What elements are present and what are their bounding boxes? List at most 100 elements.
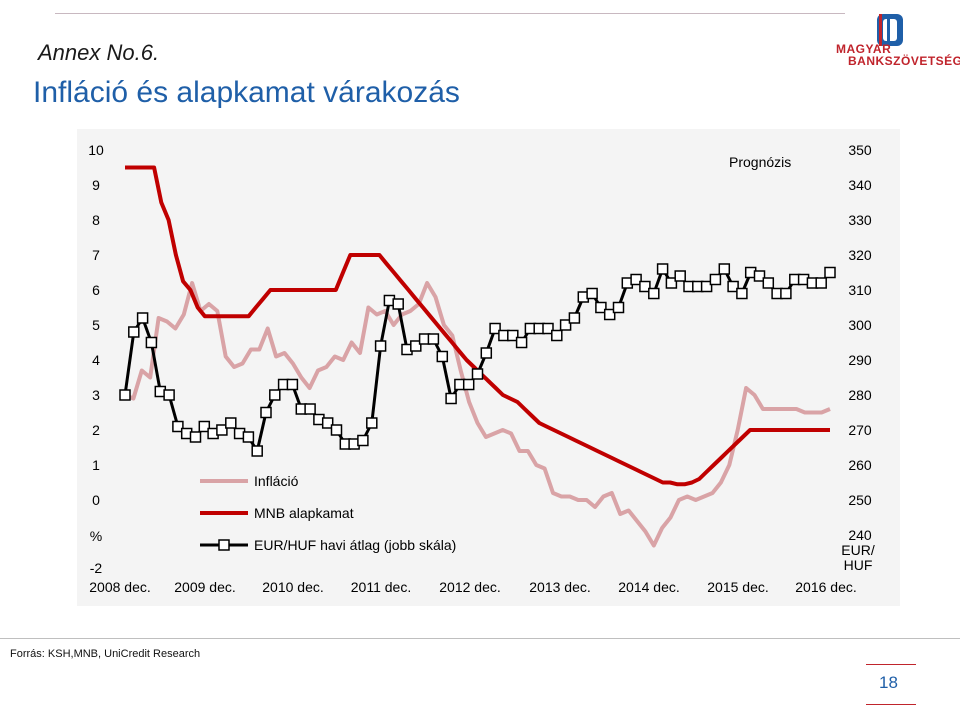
eurhuf-marker xyxy=(507,329,519,342)
bank-association-logo-icon xyxy=(877,14,903,46)
eurhuf-marker xyxy=(242,431,255,443)
x-tick-label: 2015 dec. xyxy=(707,579,769,595)
right-tick-label: 280 xyxy=(848,387,872,403)
eurhuf-marker xyxy=(709,273,722,286)
right-tick-label: 340 xyxy=(848,177,872,193)
left-tick-label: -2 xyxy=(90,560,103,576)
chart-legend: Infláció MNB alapkamat EUR/HUF havi átlag … xyxy=(200,473,456,553)
eurhuf-marker xyxy=(586,287,598,300)
eurhuf-marker xyxy=(462,378,475,391)
legend-label: EUR/HUF havi átlag (jobb skála) xyxy=(254,537,456,553)
legend-label: MNB alapkamat xyxy=(254,505,354,521)
logo-text-line2: BANKSZÖVETSÉG xyxy=(848,54,960,68)
eurhuf-marker xyxy=(330,424,343,436)
left-tick-label: 1 xyxy=(92,457,100,473)
eurhuf-marker xyxy=(436,350,449,363)
eurhuf-marker xyxy=(480,347,493,359)
eurhuf-marker xyxy=(136,312,149,324)
x-tick-label: 2010 dec. xyxy=(262,579,324,595)
eurhuf-marker xyxy=(427,333,440,345)
x-tick-label: 2008 dec. xyxy=(89,579,151,595)
eurhuf-marker xyxy=(736,287,748,300)
eurhuf-marker xyxy=(665,277,678,289)
prognosis-annotation: Prognózis xyxy=(729,154,791,170)
series-layer xyxy=(119,165,836,548)
eurhuf-marker xyxy=(542,322,554,335)
chart-panel xyxy=(77,129,900,606)
right-tick-label: 270 xyxy=(848,422,872,438)
eurhuf-marker xyxy=(251,445,263,457)
eurhuf-marker xyxy=(304,403,316,415)
eurhuf-marker xyxy=(269,389,281,401)
eurhuf-marker xyxy=(410,340,422,352)
right-tick-label: 300 xyxy=(848,317,872,333)
eurhuf-marker xyxy=(753,270,766,282)
series-line-0 xyxy=(124,281,831,548)
eurhuf-marker xyxy=(471,368,484,380)
right-tick-label: 240 xyxy=(848,527,872,543)
eurhuf-marker xyxy=(630,273,642,286)
legend-label: Infláció xyxy=(254,473,299,489)
eurhuf-marker xyxy=(225,417,237,429)
x-tick-label: 2013 dec. xyxy=(529,579,591,595)
eurhuf-marker xyxy=(374,340,387,352)
left-tick-label: 2 xyxy=(92,422,100,438)
right-axis-unit-line1: EUR/ xyxy=(841,542,875,558)
right-axis-unit-line2: HUF xyxy=(844,557,873,573)
eurhuf-marker xyxy=(366,417,378,429)
eurhuf-marker xyxy=(656,263,669,275)
eurhuf-marker xyxy=(128,326,140,338)
x-tick-label: 2011 dec. xyxy=(351,579,411,595)
left-tick-label: 7 xyxy=(92,247,100,263)
x-tick-label: 2012 dec. xyxy=(439,579,501,595)
right-tick-label: 260 xyxy=(848,457,872,473)
left-tick-label: 6 xyxy=(92,282,100,298)
eurhuf-marker xyxy=(639,280,651,293)
logo-text-line1: MAGYAR xyxy=(836,42,892,56)
eurhuf-marker xyxy=(815,277,827,289)
x-tick-label: 2016 dec. xyxy=(795,579,857,595)
page-number-bottom-rule xyxy=(866,704,916,705)
left-tick-label: % xyxy=(90,528,102,544)
left-tick-label: 10 xyxy=(88,142,104,158)
eurhuf-marker xyxy=(163,389,175,401)
eurhuf-marker xyxy=(286,378,299,391)
eurhuf-marker xyxy=(568,312,581,324)
eurhuf-marker xyxy=(489,322,501,335)
eurhuf-marker xyxy=(145,336,158,349)
eurhuf-marker xyxy=(515,336,528,349)
right-tick-label: 310 xyxy=(848,282,872,298)
legend-marker xyxy=(218,539,230,551)
eurhuf-marker xyxy=(780,287,792,300)
eurhuf-marker xyxy=(216,424,228,436)
page-number-top-rule xyxy=(866,664,916,665)
left-tick-label: 3 xyxy=(92,387,100,403)
right-tick-label: 290 xyxy=(848,352,872,368)
eurhuf-marker xyxy=(357,434,369,447)
right-tick-label: 250 xyxy=(848,492,872,508)
left-tick-label: 8 xyxy=(92,212,100,228)
page-number: 18 xyxy=(879,673,898,692)
eurhuf-marker xyxy=(824,266,836,279)
eurhuf-marker xyxy=(727,280,739,293)
series-line-1 xyxy=(125,165,830,487)
annex-label: Annex No.6. xyxy=(38,40,160,65)
left-tick-label: 5 xyxy=(92,317,100,333)
eurhuf-marker xyxy=(718,263,731,275)
eurhuf-marker xyxy=(674,270,686,282)
eurhuf-marker xyxy=(321,417,334,429)
eurhuf-marker xyxy=(700,280,713,293)
source-note: Forrás: KSH,MNB, UniCredit Research xyxy=(10,648,201,660)
right-tick-label: 330 xyxy=(848,212,872,228)
left-tick-label: 9 xyxy=(92,177,100,193)
right-tick-label: 320 xyxy=(848,247,872,263)
eurhuf-marker xyxy=(603,308,616,321)
eurhuf-marker xyxy=(392,298,404,310)
left-tick-label: 0 xyxy=(92,492,100,508)
left-tick-label: 4 xyxy=(92,352,100,368)
eurhuf-marker xyxy=(559,319,572,331)
x-tick-label: 2009 dec. xyxy=(174,579,236,595)
right-tick-label: 350 xyxy=(848,142,872,158)
x-tick-label: 2014 dec. xyxy=(618,579,680,595)
